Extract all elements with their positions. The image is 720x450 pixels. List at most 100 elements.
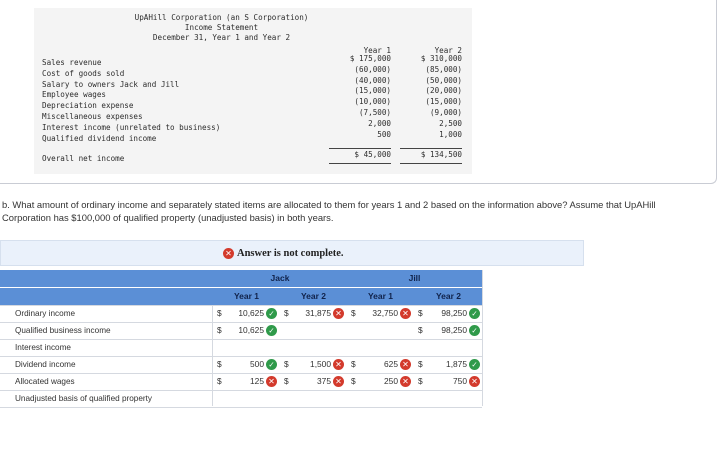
check-icon: ✓ [266,308,277,319]
row-label: Allocated wages [15,377,75,386]
answer-status-text: Answer is not complete. [237,248,344,259]
statement-row-year1: 500 [377,129,391,139]
dollar-sign: $ [217,359,222,369]
row-label: Qualified business income [15,326,111,335]
answer-input[interactable]: 625 [384,359,398,369]
answer-input[interactable]: 500 [250,359,264,369]
subtotal-line-2 [400,148,462,149]
subcol-header: Year 1 [233,291,260,301]
row-divider [0,390,482,391]
dollar-sign: $ [418,376,423,386]
statement-row-year2: $ 310,000 [420,54,462,63]
subcol-header: Year 1 [367,291,394,301]
dollar-sign: $ [217,325,222,335]
row-divider [0,305,482,306]
statement-date: December 31, Year 1 and Year 2 [152,33,291,42]
table-header-group-bar [0,270,482,287]
statement-row-year2: 1,000 [439,129,462,139]
table-header-sub-bar [0,288,482,305]
dollar-sign: $ [418,359,423,369]
statement-row-year1: 2,000 [368,118,391,128]
statement-row-year2: 2,500 [439,118,462,128]
statement-row-year1: (60,000) [354,64,391,74]
income-statement-panel [0,0,717,184]
statement-row-year2: (85,000) [425,64,462,74]
x-circle-icon: ✕ [400,376,411,387]
answer-input[interactable]: 750 [453,376,467,386]
col-divider [212,305,213,406]
statement-row-year1: $ 175,000 [349,54,391,63]
answer-input[interactable]: 10,625 [238,325,264,335]
group-header-jill: Jill [408,273,421,283]
statement-row-label: Qualified dividend income [42,133,157,143]
statement-row-label: Depreciation expense [42,101,134,111]
net-income-label: Overall net income [42,154,125,163]
total-line-1 [329,163,391,164]
dollar-sign: $ [351,359,356,369]
statement-row-year1: (10,000) [354,97,391,107]
dollar-sign: $ [284,376,289,386]
total-line-2 [400,163,462,164]
statement-row-label: Miscellaneous expenses [42,112,143,121]
statement-title: Income Statement [184,23,259,32]
x-circle-icon: ✕ [400,359,411,370]
company-name: UpAHill Corporation (an S Corporation) [134,13,309,22]
check-icon: ✓ [266,359,277,370]
answer-input[interactable]: 125 [250,376,264,386]
statement-row-label: Employee wages [42,90,107,100]
dollar-sign: $ [284,308,289,318]
statement-row-year1: (15,000) [354,86,391,96]
x-circle-icon: ✕ [469,376,480,387]
dollar-sign: $ [217,308,222,318]
dollar-sign: $ [418,325,423,335]
check-icon: ✓ [469,308,480,319]
col-year1: Year 1 [363,46,391,55]
x-circle-icon: ✕ [333,359,344,370]
check-icon: ✓ [469,325,480,336]
statement-row-label: Interest income (unrelated to business) [42,122,221,132]
answer-input[interactable]: 31,875 [305,308,331,318]
answer-input[interactable]: 98,250 [441,325,467,335]
row-divider [0,373,482,374]
statement-row-year2: (15,000) [425,97,462,107]
statement-row-label: Cost of goods sold [42,68,125,78]
row-label: Dividend income [15,360,76,369]
dollar-sign: $ [351,376,356,386]
row-divider [0,356,482,357]
statement-row-label: Sales revenue [42,58,102,67]
answer-input[interactable]: 1,875 [446,359,467,369]
answer-input[interactable]: 10,625 [238,308,264,318]
x-circle-icon: ✕ [333,376,344,387]
x-circle-icon: ✕ [400,308,411,319]
dollar-sign: $ [284,359,289,369]
statement-row-year2: (50,000) [425,75,462,85]
subtotal-line-1 [329,148,391,149]
statement-row-year1: (7,500) [358,108,391,117]
subcol-header: Year 2 [435,291,462,301]
answer-input[interactable]: 1,500 [310,359,331,369]
answer-input[interactable]: 98,250 [441,308,467,318]
answer-status-banner: ✕ Answer is not complete. [0,240,584,266]
net-income-year2: $ 134,500 [420,150,462,159]
dollar-sign: $ [217,376,222,386]
group-header-jack: Jack [270,273,290,283]
subcol-header: Year 2 [300,291,327,301]
statement-row-year1: (40,000) [354,75,391,85]
x-circle-icon: ✕ [333,308,344,319]
x-circle-icon: ✕ [266,376,277,387]
row-label: Interest income [15,343,71,352]
answer-input[interactable]: 32,750 [372,308,398,318]
col-divider [482,270,483,406]
row-divider [0,322,482,323]
answer-input[interactable]: 250 [384,376,398,386]
check-icon: ✓ [266,325,277,336]
check-icon: ✓ [469,359,480,370]
dollar-sign: $ [418,308,423,318]
row-divider [0,339,482,340]
row-label: Unadjusted basis of qualified property [15,394,152,403]
answer-input[interactable]: 375 [317,376,331,386]
col-year2: Year 2 [434,46,462,55]
statement-row-year2: (20,000) [425,86,462,96]
row-divider [0,407,482,408]
statement-row-year2: (9,000) [429,108,462,117]
